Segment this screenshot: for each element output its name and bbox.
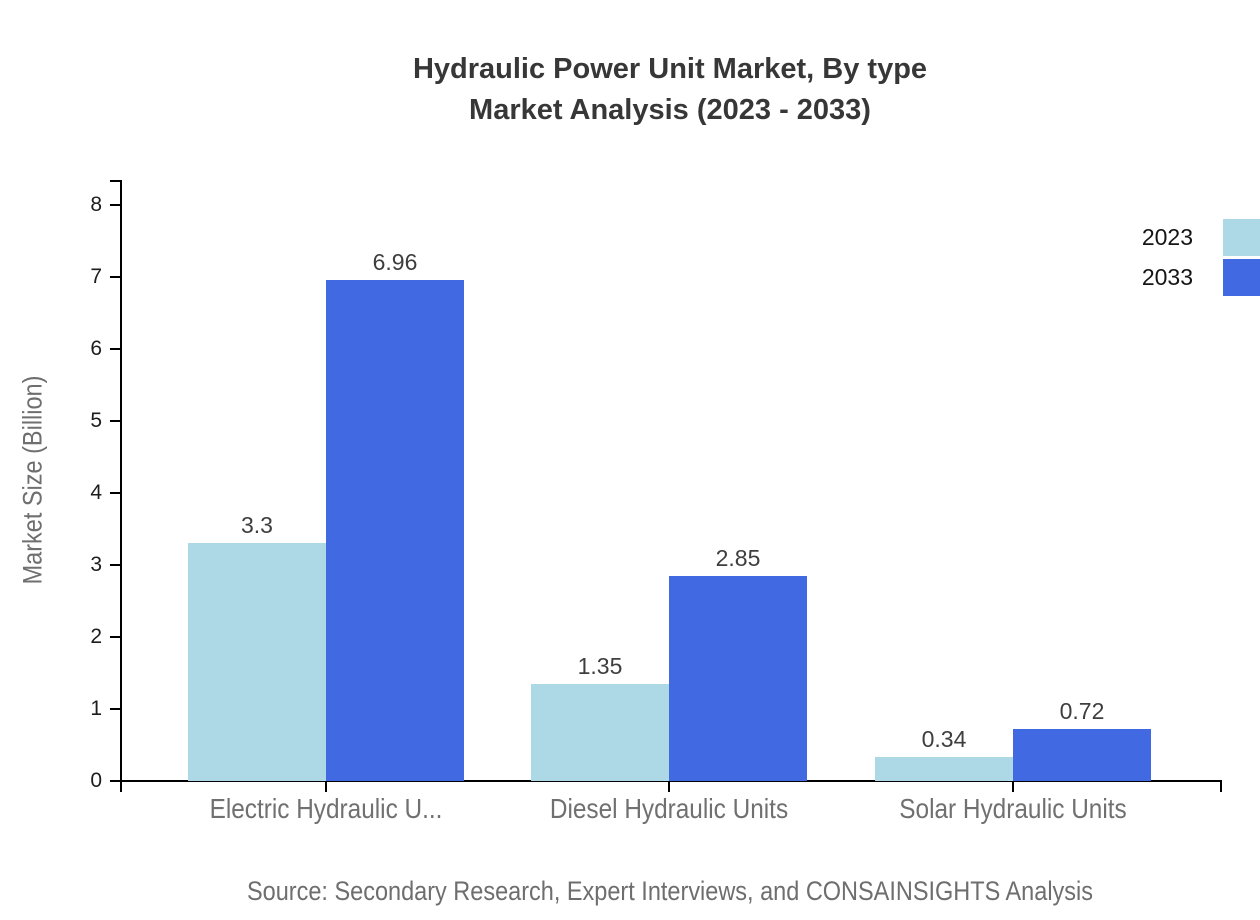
y-tick [110,636,120,638]
y-tick [110,420,120,422]
bar-value-label: 3.3 [241,512,273,538]
bar-2033 [326,280,464,781]
legend-item: 2033 [1142,259,1260,296]
y-axis-line [120,180,122,792]
y-axis-end-cap [110,180,120,182]
chart-title: Hydraulic Power Unit Market, By type Mar… [120,49,1220,131]
y-tick [110,204,120,206]
bar-2023 [875,757,1013,781]
y-tick [110,708,120,710]
y-tick-label: 1 [90,697,102,720]
y-tick-label: 6 [90,337,102,360]
y-axis-title: Market Size (Billion) [17,375,48,585]
y-tick-label: 2 [90,625,102,648]
x-category-label: Electric Hydraulic U... [209,793,443,824]
bar-value-label: 6.96 [372,249,418,275]
bar-value-label: 1.35 [577,653,623,679]
y-tick-label: 7 [90,265,102,288]
source-note: Source: Secondary Research, Expert Inter… [247,876,1093,906]
legend: 2023 2033 [1142,219,1260,299]
y-tick-label: 8 [90,193,102,216]
legend-item: 2023 [1142,219,1260,256]
bar-value-label: 0.72 [1059,698,1105,724]
x-tick [325,782,327,792]
chart-title-line2: Market Analysis (2023 - 2033) [469,94,871,126]
x-tick [668,782,670,792]
y-tick [110,492,120,494]
y-tick-label: 0 [90,769,102,792]
y-tick [110,564,120,566]
y-tick-label: 5 [90,409,102,432]
legend-swatch [1223,219,1260,256]
bar-2023 [188,543,326,781]
legend-label: 2023 [1141,224,1193,250]
legend-label: 2033 [1141,264,1193,290]
legend-swatch [1223,259,1260,296]
x-category-label: Diesel Hydraulic Units [549,793,789,824]
y-tick-label: 3 [90,553,102,576]
x-category-label: Solar Hydraulic Units [899,793,1127,824]
bar-value-label: 2.85 [715,545,761,571]
y-tick [110,348,120,350]
y-tick [110,780,120,782]
plot-area: 0 1 2 3 4 5 6 7 8 Electric Hydraulic U... 3.3 6.96 D… [90,180,1222,824]
x-axis-line [120,780,1222,782]
bar-2033 [1013,729,1151,781]
y-tick [110,276,120,278]
bar-2033 [669,576,807,781]
chart-title-line1: Hydraulic Power Unit Market, By type [412,53,928,85]
y-tick-label: 4 [90,481,102,504]
bar-value-label: 0.34 [921,726,967,752]
x-tick [1012,782,1014,792]
bar-2023 [531,684,669,781]
x-axis-end-cap [1220,780,1222,792]
